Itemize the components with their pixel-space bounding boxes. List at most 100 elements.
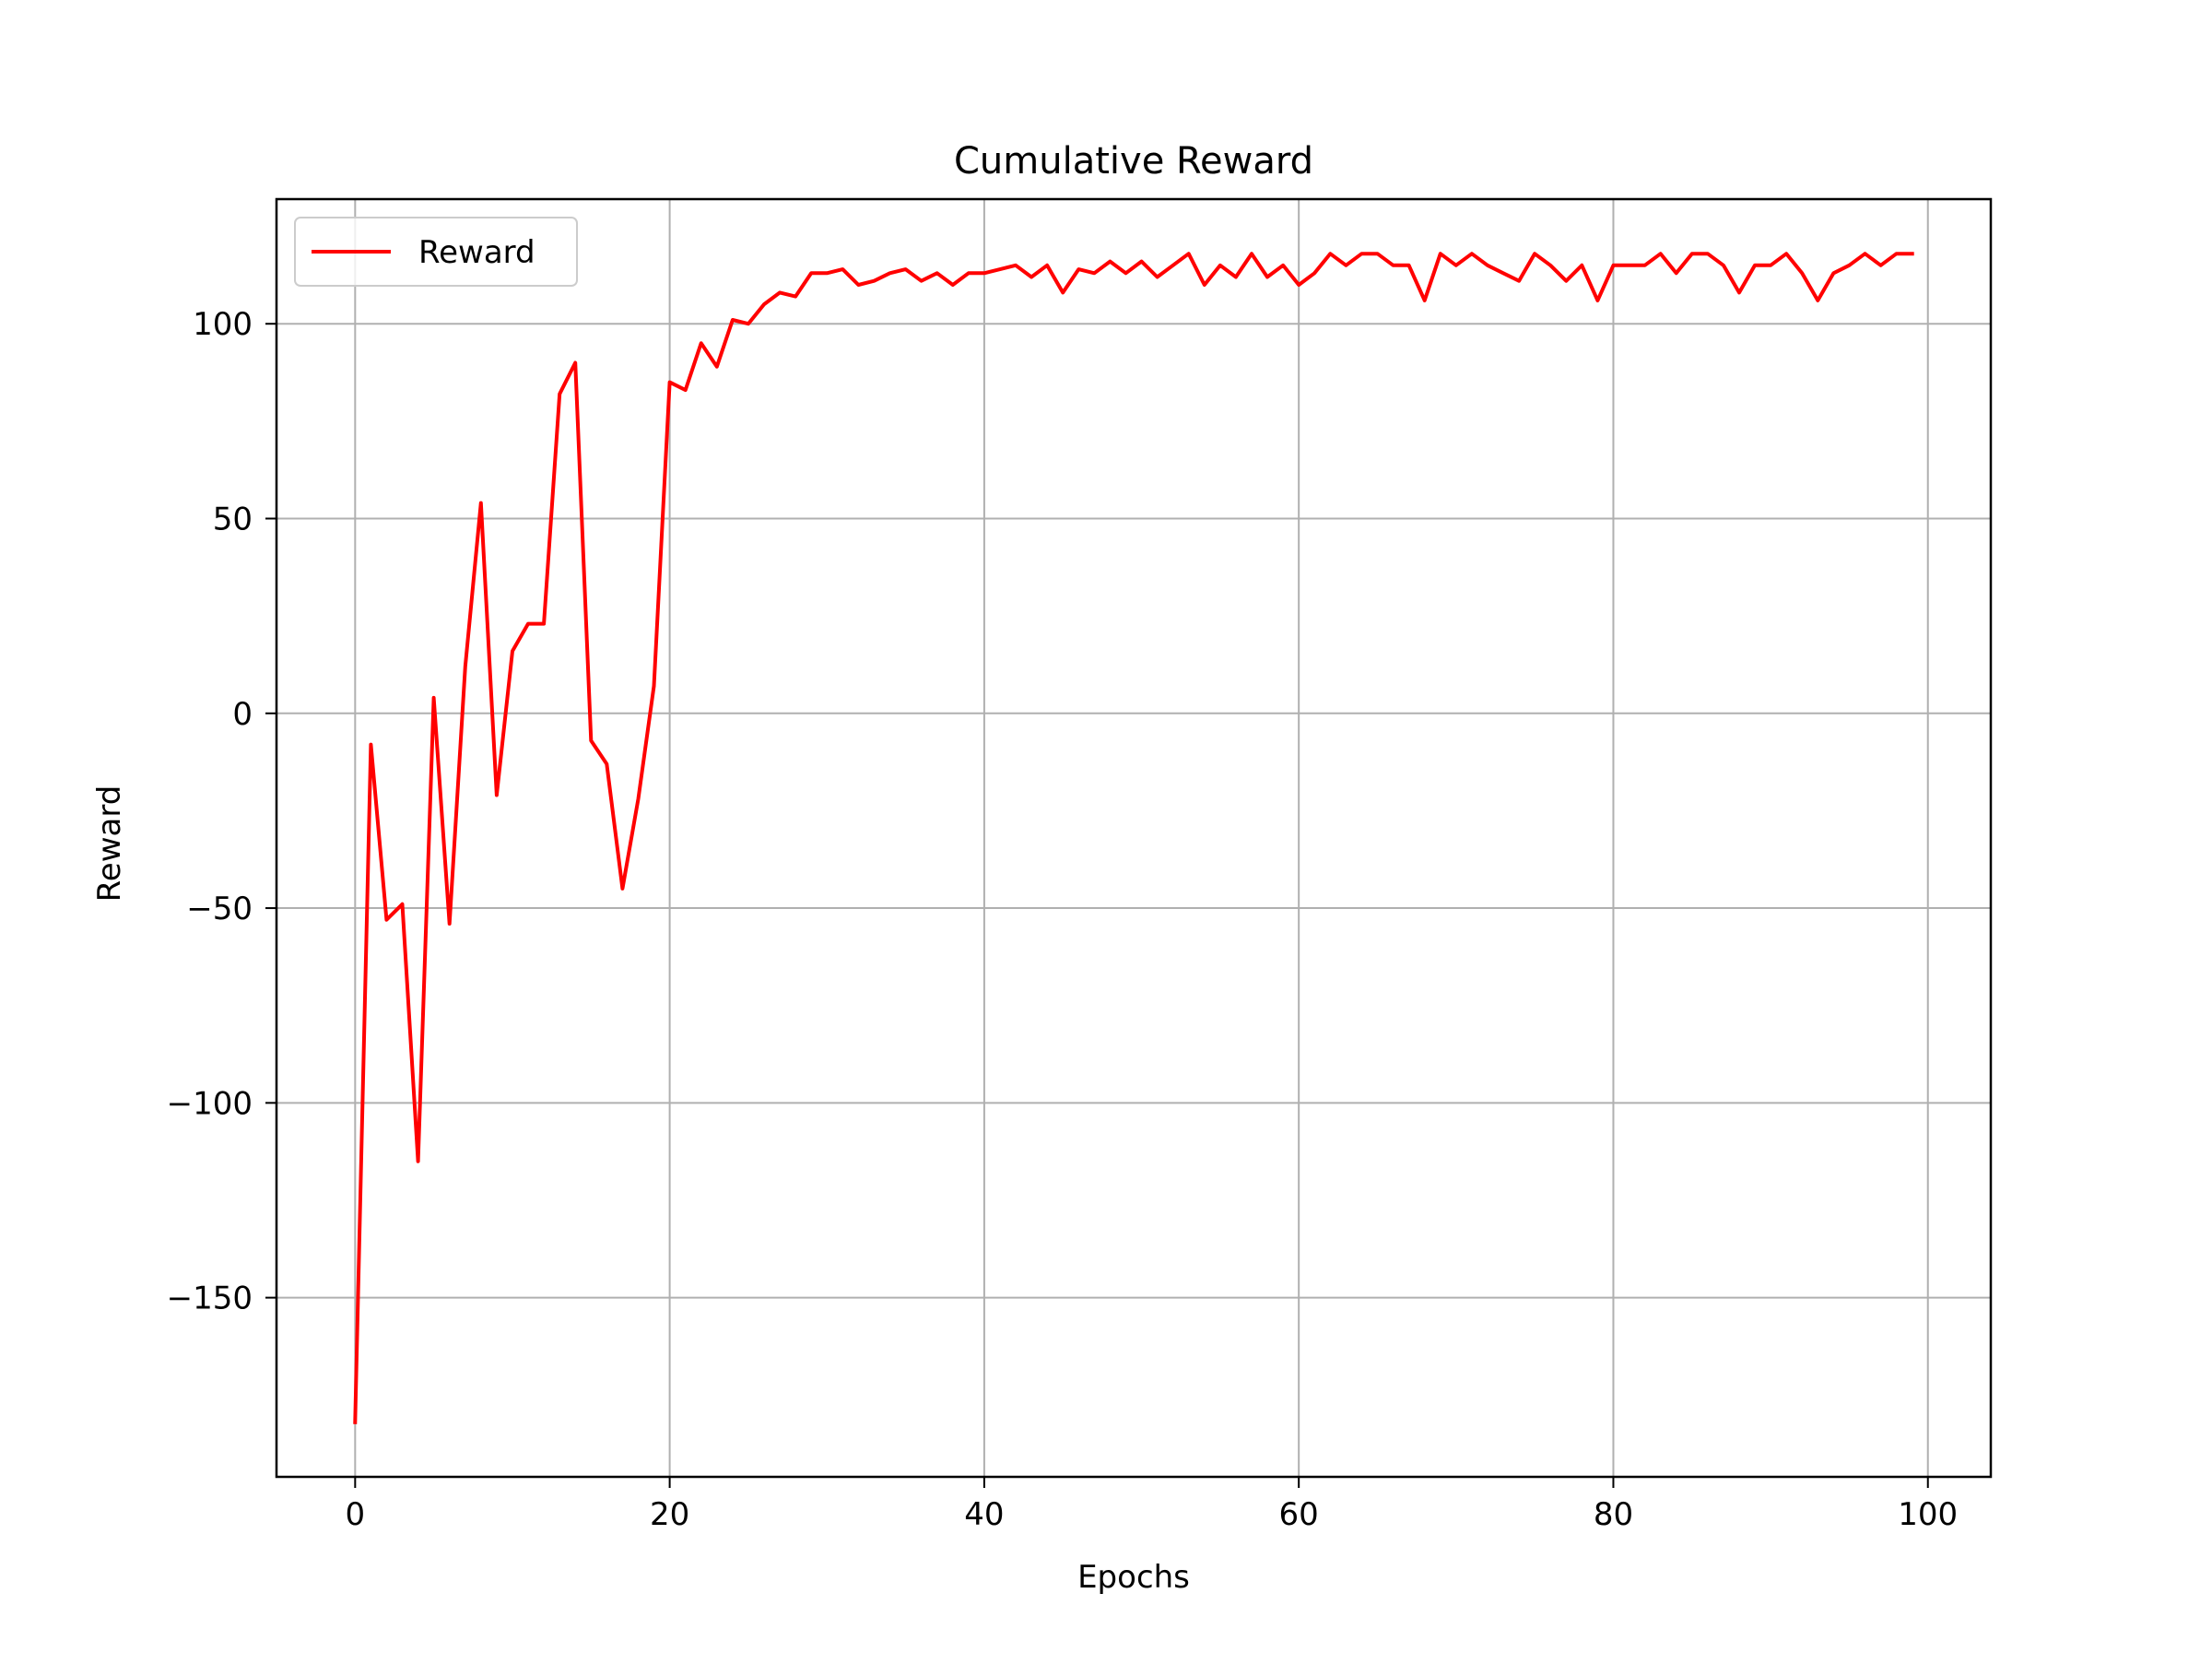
data-point	[1470, 252, 1474, 255]
y-tick-label: 50	[213, 502, 253, 538]
data-point	[1124, 271, 1127, 275]
data-point	[1171, 264, 1175, 267]
data-point	[384, 918, 388, 922]
data-point	[1265, 276, 1269, 279]
legend: Reward	[294, 217, 578, 287]
data-point	[920, 279, 924, 283]
data-point	[1753, 264, 1757, 267]
data-point	[1061, 290, 1065, 294]
data-point	[1564, 279, 1568, 283]
data-point	[1140, 260, 1144, 264]
data-point	[731, 318, 735, 322]
data-point	[1611, 264, 1615, 267]
data-point	[1156, 276, 1159, 279]
legend-box	[294, 217, 578, 287]
data-point	[1077, 267, 1080, 271]
data-point	[998, 267, 1002, 271]
data-point	[841, 267, 844, 271]
data-point	[1375, 252, 1379, 255]
data-point	[935, 271, 939, 275]
data-point	[1517, 279, 1521, 283]
data-point	[1659, 252, 1663, 255]
data-point	[1675, 271, 1678, 275]
data-point	[778, 290, 782, 294]
data-point	[1486, 264, 1489, 267]
data-point	[794, 295, 797, 299]
x-axis-label: Epochs	[1077, 1559, 1190, 1596]
data-point	[1281, 264, 1285, 267]
data-point	[417, 1160, 420, 1163]
data-point	[1359, 252, 1363, 255]
data-point	[715, 365, 719, 369]
data-point	[479, 502, 483, 505]
data-point	[1784, 252, 1788, 255]
series-line-reward	[353, 252, 1914, 1424]
data-point	[1092, 271, 1096, 275]
data-point	[558, 392, 561, 395]
data-point	[1045, 264, 1049, 267]
x-tick-label: 60	[1279, 1496, 1319, 1533]
data-point	[1816, 299, 1819, 302]
data-point	[1501, 271, 1505, 275]
data-point	[573, 360, 577, 364]
data-point	[1423, 299, 1427, 302]
data-point	[668, 381, 672, 384]
data-point	[1328, 252, 1332, 255]
y-tick-label: −50	[186, 891, 253, 927]
data-point	[1014, 264, 1018, 267]
y-tick-label: 0	[232, 696, 253, 733]
data-point	[1312, 271, 1316, 275]
data-point	[1911, 252, 1914, 255]
data-point	[1548, 264, 1552, 267]
data-point	[353, 1421, 357, 1424]
data-point	[401, 903, 405, 906]
data-point	[888, 271, 892, 275]
data-point	[1030, 276, 1033, 279]
data-point	[872, 279, 876, 283]
data-point	[653, 684, 656, 688]
data-point	[1863, 252, 1866, 255]
y-tick-label: −150	[167, 1280, 253, 1317]
legend-label-reward: Reward	[418, 234, 535, 271]
data-point	[1218, 264, 1222, 267]
y-tick-label: −100	[167, 1085, 253, 1122]
data-point	[1203, 283, 1206, 287]
data-point	[636, 797, 640, 801]
data-point	[511, 649, 514, 653]
data-point	[1439, 252, 1442, 255]
data-point	[1737, 290, 1741, 294]
data-point	[1297, 283, 1300, 287]
plot-frame	[275, 197, 1993, 1479]
data-point	[1580, 264, 1583, 267]
data-point	[1643, 264, 1647, 267]
data-point	[1628, 264, 1631, 267]
series-layer	[353, 252, 1914, 1424]
data-point	[1234, 276, 1238, 279]
y-axis-label: Reward	[91, 785, 128, 903]
data-point	[856, 283, 860, 287]
data-point	[605, 762, 608, 766]
data-point	[448, 922, 452, 926]
data-point	[951, 283, 955, 287]
data-point	[1454, 264, 1458, 267]
data-point	[1879, 264, 1883, 267]
data-point	[1800, 271, 1804, 275]
data-point	[967, 271, 971, 275]
data-point	[1533, 252, 1536, 255]
data-point	[1344, 264, 1347, 267]
data-point	[620, 887, 624, 891]
data-point	[1706, 252, 1710, 255]
data-point	[1595, 299, 1599, 302]
x-tick-label: 0	[346, 1496, 366, 1533]
data-point	[1407, 264, 1411, 267]
data-point	[1187, 252, 1191, 255]
chart-title: Cumulative Reward	[954, 140, 1313, 183]
data-point	[495, 794, 499, 797]
data-point	[809, 271, 813, 275]
y-tick-label: 100	[193, 306, 253, 343]
data-point	[432, 696, 436, 700]
x-tick-label: 20	[650, 1496, 689, 1533]
data-point	[1831, 271, 1835, 275]
